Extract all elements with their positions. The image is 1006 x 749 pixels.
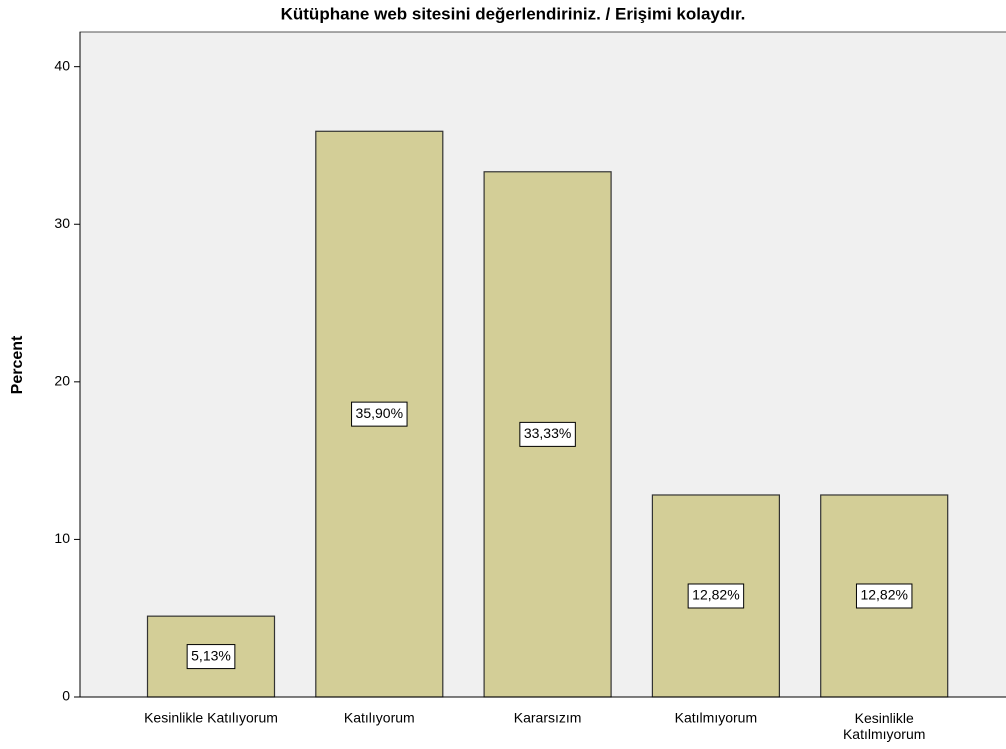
value-label-box	[519, 421, 576, 447]
value-label-box	[855, 583, 913, 609]
value-label: 5,13%	[191, 647, 231, 663]
y-tick-label: 0	[62, 688, 70, 704]
y-tick-label: 40	[54, 57, 70, 73]
value-label-box	[687, 583, 745, 609]
x-tick-label: Katılıyorum	[344, 710, 415, 726]
value-label-box	[351, 401, 408, 427]
value-label: 12,82%	[860, 587, 907, 603]
y-tick-label: 20	[54, 373, 70, 389]
value-label-box	[186, 644, 236, 670]
value-label: 33,33%	[524, 425, 571, 441]
y-axis-label: Percent	[9, 335, 26, 394]
value-label: 12,82%	[692, 587, 739, 603]
x-tick-label: Kararsızım	[514, 710, 582, 726]
x-tick-label: Katılmıyorum	[675, 710, 757, 726]
y-tick-label: 30	[54, 215, 70, 231]
x-tick-label: Kesinlikle Katılıyorum	[144, 710, 278, 726]
x-tick-label: Kesinlikle Katılmıyorum	[843, 710, 925, 742]
bar	[146, 615, 276, 698]
chart-title: Kütüphane web sitesini değerlendiriniz. …	[281, 4, 746, 23]
y-tick-label: 10	[54, 530, 70, 546]
value-label: 35,90%	[356, 405, 403, 421]
